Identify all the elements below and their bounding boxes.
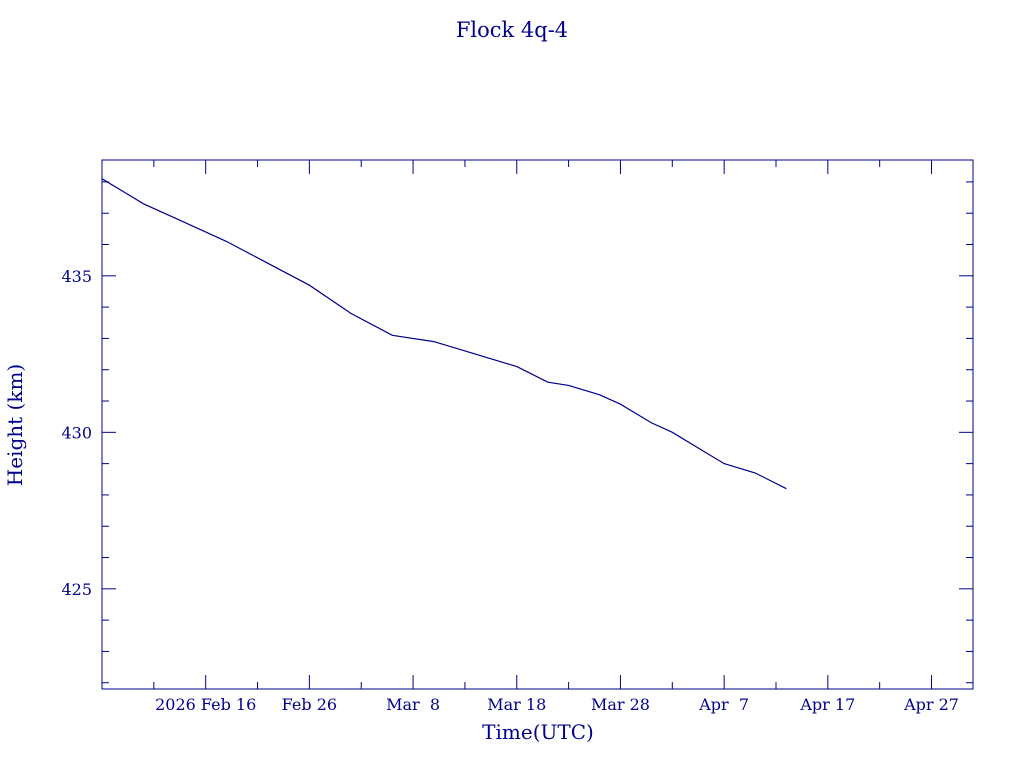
y-tick-label: 430 xyxy=(61,423,92,442)
chart-title: Flock 4q-4 xyxy=(456,18,568,42)
x-tick-label: 2026 Feb 16 xyxy=(155,695,256,714)
y-tick-labels: 425 430 435 xyxy=(61,267,92,599)
x-tick-label: Apr 17 xyxy=(799,695,855,714)
x-tick-label: Mar 28 xyxy=(591,695,650,714)
x-axis-label: Time(UTC) xyxy=(482,720,594,744)
y-tick-label: 435 xyxy=(61,267,92,286)
axis-ticks xyxy=(102,160,973,689)
y-tick-label: 425 xyxy=(61,580,92,599)
x-tick-label: Mar 18 xyxy=(487,695,546,714)
x-tick-labels: 2026 Feb 16 Feb 26 Mar 8 Mar 18 Mar 28 Apr 7 A… xyxy=(155,695,959,714)
x-tick-label: Apr 7 xyxy=(698,695,749,714)
x-tick-label: Apr 27 xyxy=(903,695,959,714)
x-tick-label: Mar 8 xyxy=(386,695,440,714)
height-series-line xyxy=(101,178,787,490)
plot-frame xyxy=(101,159,974,690)
y-axis-label: Height (km) xyxy=(3,364,27,486)
x-tick-label: Feb 26 xyxy=(282,695,337,714)
